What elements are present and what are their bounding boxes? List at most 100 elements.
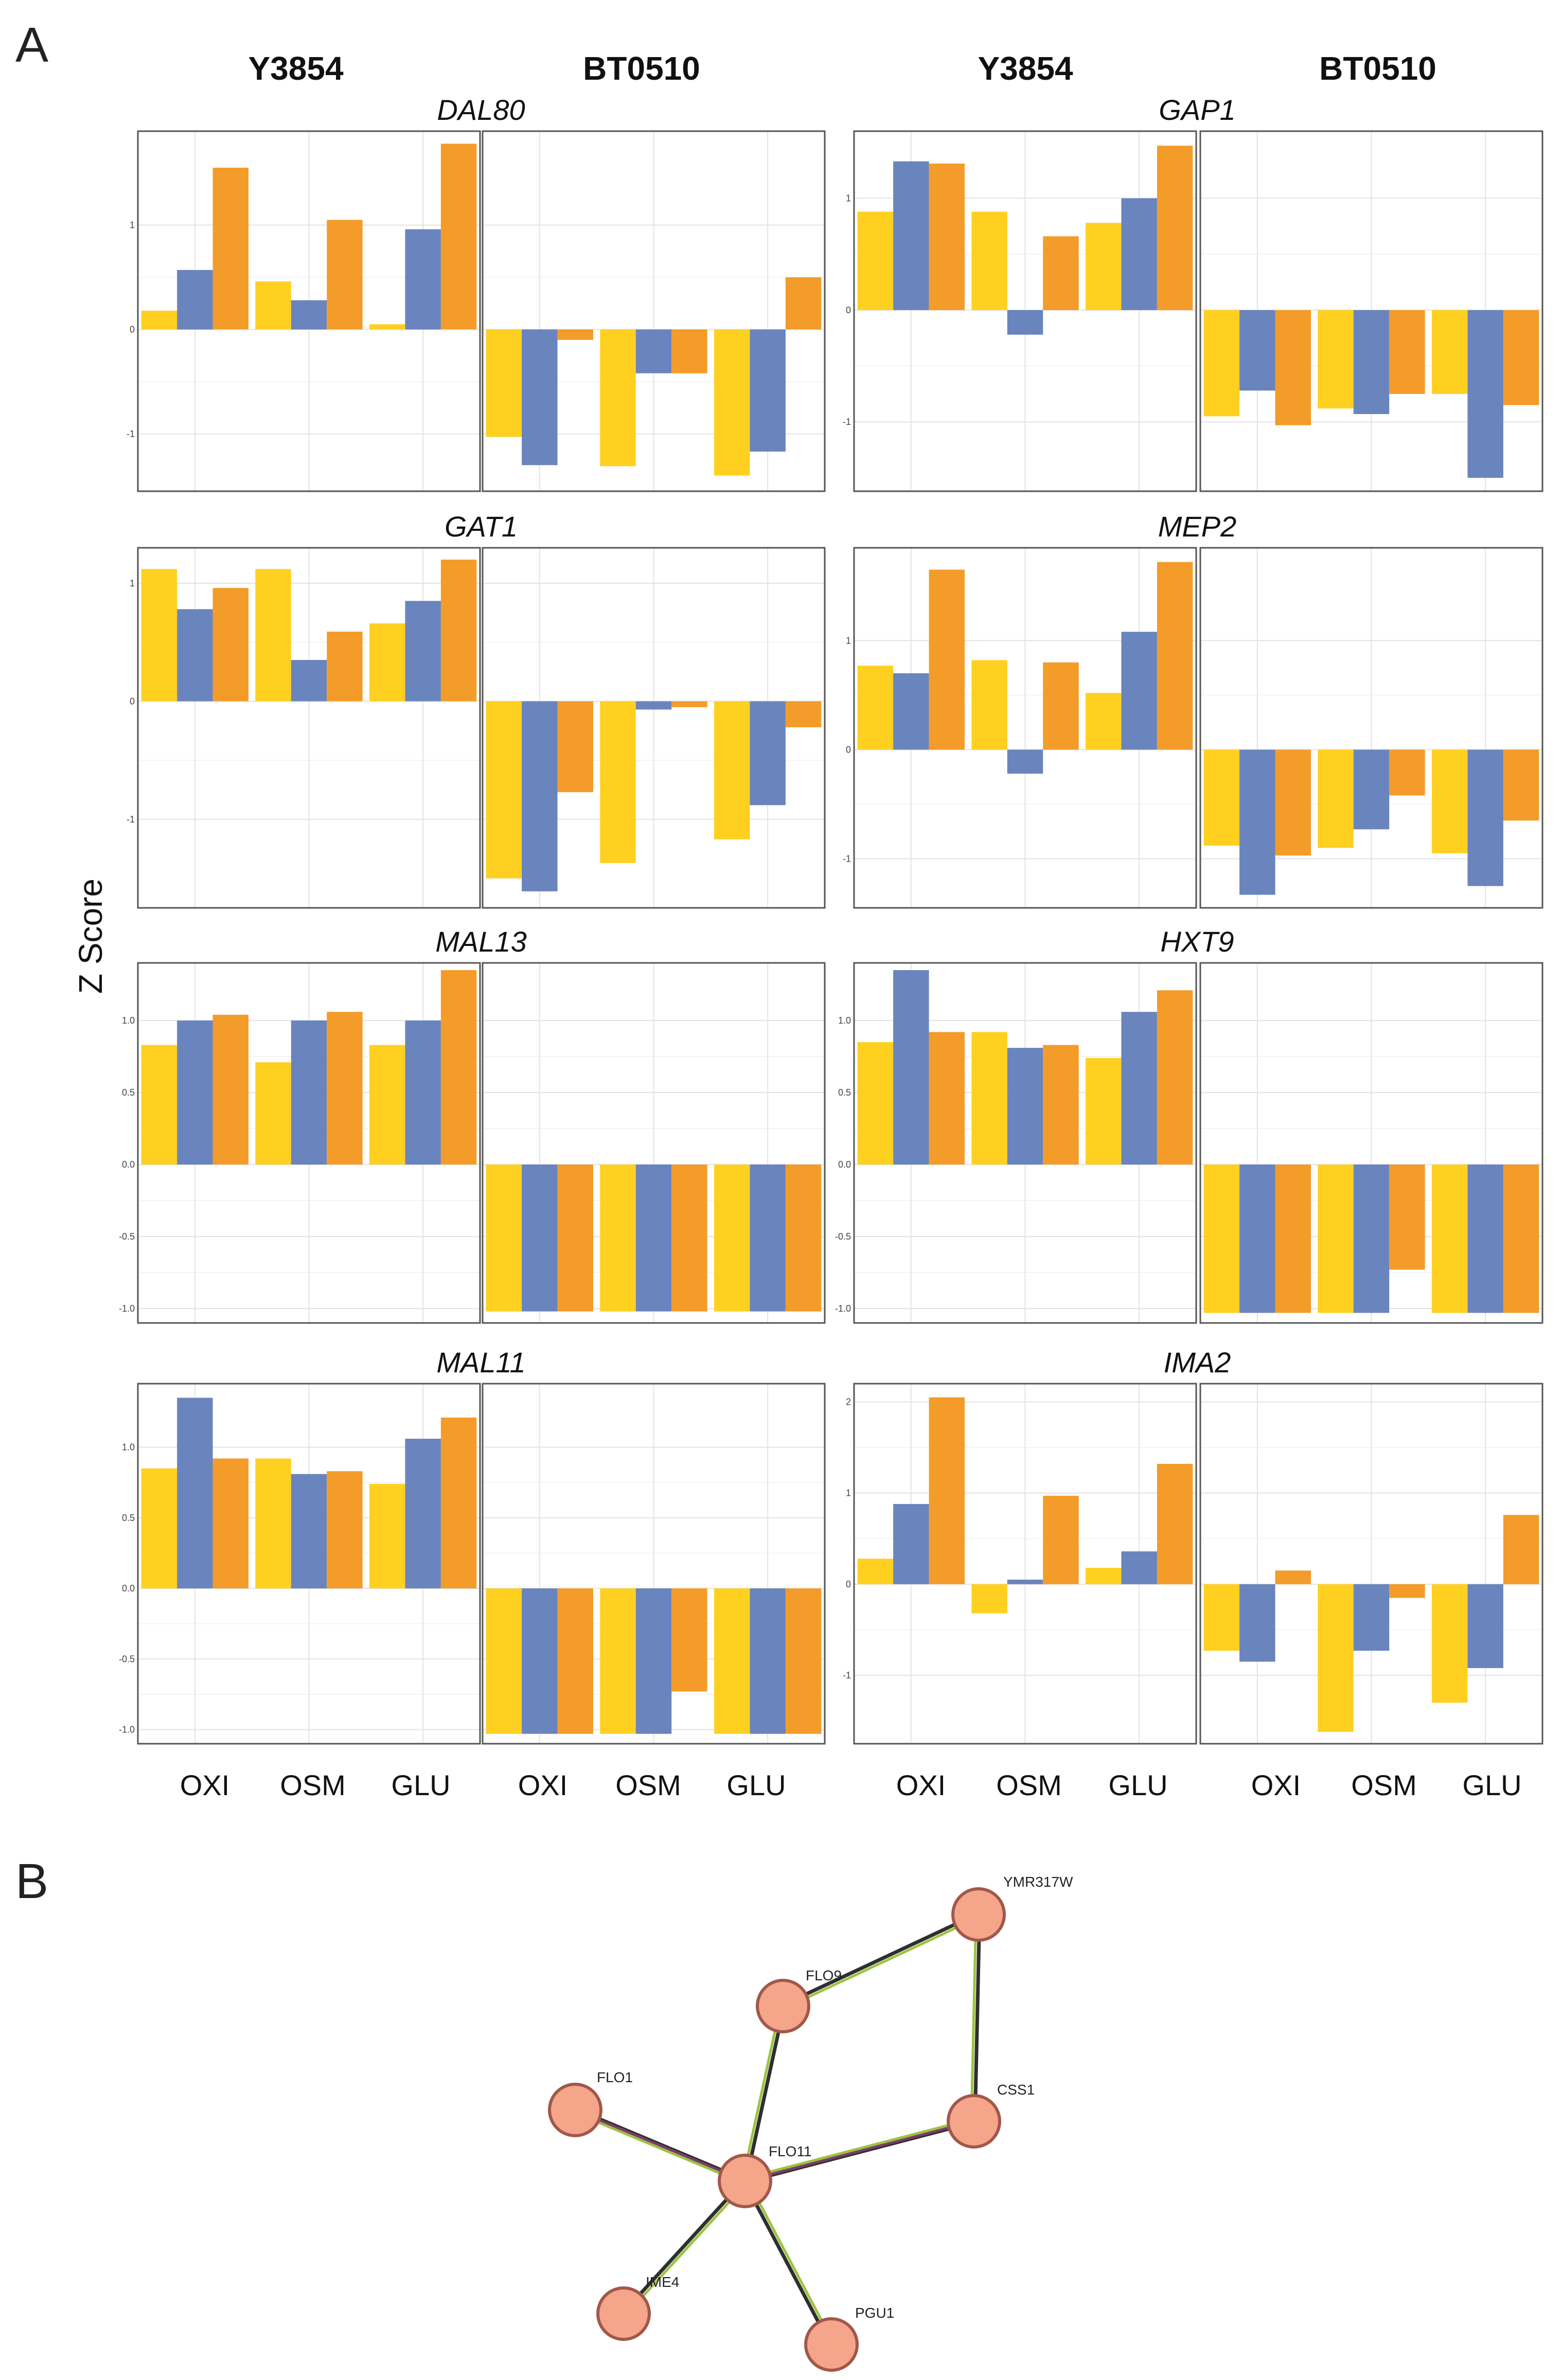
bar-mal13-y3854-osm-1 — [255, 1062, 291, 1165]
bar-mep2-y3854-glu-3 — [1157, 562, 1193, 750]
bar-dal80-bt0510-glu-2 — [750, 329, 786, 452]
bar-ima2-y3854-glu-2 — [1121, 1551, 1157, 1584]
tick-label: 0 — [846, 744, 851, 755]
bar-charts: DAL80 -1 0 1 GAP1 -1 0 1 GAT1 -1 0 1 MEP2 -1 0 1 MAL13 -1… — [119, 94, 1543, 1745]
bar-mal13-y3854-oxi-1 — [141, 1045, 177, 1165]
node-css1-circle — [947, 2094, 1001, 2149]
strain-header-3: Y3854 — [978, 50, 1073, 87]
bar-ima2-bt0510-glu-3 — [1503, 1515, 1539, 1584]
bar-mal13-y3854-oxi-2 — [177, 1021, 213, 1165]
node-ymr317w-label: YMR317W — [1003, 1874, 1073, 1890]
bar-mal11-bt0510-glu-2 — [750, 1588, 786, 1734]
tick-label: 2 — [846, 1397, 851, 1407]
bar-gap1-bt0510-glu-2 — [1467, 310, 1503, 478]
bar-mep2-bt0510-osm-2 — [1353, 749, 1390, 830]
facet-ima2-bt0510 — [1199, 1383, 1543, 1745]
bar-mal11-y3854-glu-3 — [440, 1417, 477, 1589]
edge-css1-flo11 — [744, 2117, 975, 2184]
bar-hxt9-y3854-glu-1 — [1085, 1058, 1122, 1165]
x-label-col2-glu: GLU — [726, 1769, 786, 1801]
node-flo11-circle — [718, 2154, 772, 2208]
bar-mal11-bt0510-oxi-1 — [486, 1588, 522, 1734]
bar-gat1-y3854-glu-1 — [369, 623, 405, 702]
bar-mal11-y3854-osm-1 — [255, 1458, 291, 1589]
chart-dal80: DAL80 -1 0 1 — [127, 94, 826, 492]
edge-line — [621, 2179, 746, 2315]
bar-mal11-bt0510-glu-1 — [714, 1588, 750, 1734]
node-flo9-label: FLO9 — [806, 1967, 842, 1983]
edge-line — [782, 1912, 979, 2007]
bar-mal11-y3854-oxi-2 — [177, 1398, 213, 1589]
node-ime4-label: IME4 — [646, 2274, 679, 2290]
facet-mep2-bt0510 — [1199, 547, 1543, 909]
y-axis-label: Z Score — [72, 879, 109, 994]
bar-gat1-y3854-oxi-2 — [177, 609, 213, 702]
edge-line — [742, 2180, 832, 2346]
strain-header-1: Y3854 — [248, 50, 343, 87]
x-label-col1-osm: OSM — [280, 1769, 346, 1801]
bar-mal11-bt0510-glu-3 — [785, 1588, 822, 1734]
bar-gat1-y3854-osm-3 — [327, 631, 363, 702]
bar-ima2-y3854-glu-3 — [1157, 1463, 1193, 1584]
tick-label: -0.5 — [119, 1231, 135, 1242]
node-flo9-circle — [756, 1979, 810, 2033]
bar-gat1-bt0510-oxi-3 — [557, 701, 594, 793]
x-label-col1-glu: GLU — [391, 1769, 450, 1801]
bar-ima2-bt0510-oxi-1 — [1203, 1584, 1240, 1651]
tick-label: 1.0 — [838, 1015, 851, 1026]
x-label-col2-oxi: OXI — [518, 1769, 567, 1801]
bar-mal11-y3854-osm-2 — [291, 1474, 327, 1589]
bar-mep2-bt0510-osm-1 — [1318, 749, 1354, 848]
x-label-col3-glu: GLU — [1108, 1769, 1167, 1801]
facet-frame — [853, 1383, 1197, 1745]
bar-hxt9-bt0510-osm-1 — [1318, 1165, 1354, 1313]
bar-gat1-y3854-osm-1 — [255, 569, 291, 702]
bar-mal11-y3854-glu-1 — [369, 1483, 405, 1589]
edge-line — [744, 2006, 786, 2182]
tick-label: 0.5 — [838, 1087, 851, 1098]
tick-label: 0 — [130, 325, 135, 335]
bar-mal11-bt0510-oxi-3 — [557, 1588, 594, 1734]
tick-label: -1 — [843, 854, 851, 864]
bar-hxt9-y3854-oxi-2 — [893, 970, 929, 1165]
facet-frame — [853, 547, 1197, 909]
tick-label: 1 — [846, 1488, 851, 1498]
bar-gap1-y3854-glu-1 — [1085, 223, 1122, 310]
tick-label: -1 — [843, 417, 851, 427]
bar-dal80-y3854-oxi-1 — [141, 310, 177, 330]
facet-frame — [482, 1383, 826, 1745]
facet-frame — [137, 962, 481, 1324]
facet-frame — [482, 130, 826, 492]
bar-gat1-bt0510-glu-2 — [750, 701, 786, 806]
bar-dal80-bt0510-oxi-3 — [557, 329, 594, 340]
tick-label: -1.0 — [119, 1303, 135, 1314]
bar-mep2-y3854-osm-2 — [1007, 749, 1043, 774]
bar-mal13-bt0510-oxi-2 — [522, 1165, 558, 1312]
bar-hxt9-bt0510-osm-3 — [1389, 1165, 1425, 1270]
tick-label: -0.5 — [835, 1231, 851, 1242]
bar-mal11-y3854-osm-3 — [327, 1471, 363, 1589]
bar-hxt9-bt0510-oxi-2 — [1239, 1165, 1275, 1313]
tick-label: 0.0 — [838, 1159, 851, 1170]
node-css1-label: CSS1 — [997, 2082, 1035, 2098]
bar-gap1-bt0510-osm-2 — [1353, 310, 1390, 414]
tick-label: 0 — [846, 1579, 851, 1589]
chart-mep2: MEP2 -1 0 1 — [843, 510, 1543, 909]
node-flo11-label: FLO11 — [769, 2143, 812, 2159]
bar-gap1-y3854-oxi-3 — [929, 164, 965, 310]
bar-ima2-bt0510-glu-1 — [1431, 1584, 1468, 1703]
node-ime4: IME4 — [596, 2274, 679, 2341]
gene-title-gap1: GAP1 — [1159, 94, 1235, 126]
tick-label: 0 — [130, 696, 135, 706]
bar-gap1-bt0510-osm-1 — [1318, 310, 1354, 409]
bar-ima2-y3854-osm-3 — [1043, 1495, 1079, 1584]
bar-mal13-bt0510-oxi-1 — [486, 1165, 522, 1312]
bar-mal13-bt0510-osm-2 — [635, 1165, 672, 1312]
edge-line — [746, 2179, 835, 2344]
bar-mep2-bt0510-osm-3 — [1389, 749, 1425, 796]
facet-gap1-bt0510 — [1199, 130, 1543, 492]
bar-ima2-bt0510-oxi-3 — [1275, 1570, 1311, 1584]
tick-label: 1 — [846, 193, 851, 203]
gene-title-mal11: MAL11 — [436, 1346, 525, 1379]
bar-dal80-y3854-glu-1 — [369, 324, 405, 330]
